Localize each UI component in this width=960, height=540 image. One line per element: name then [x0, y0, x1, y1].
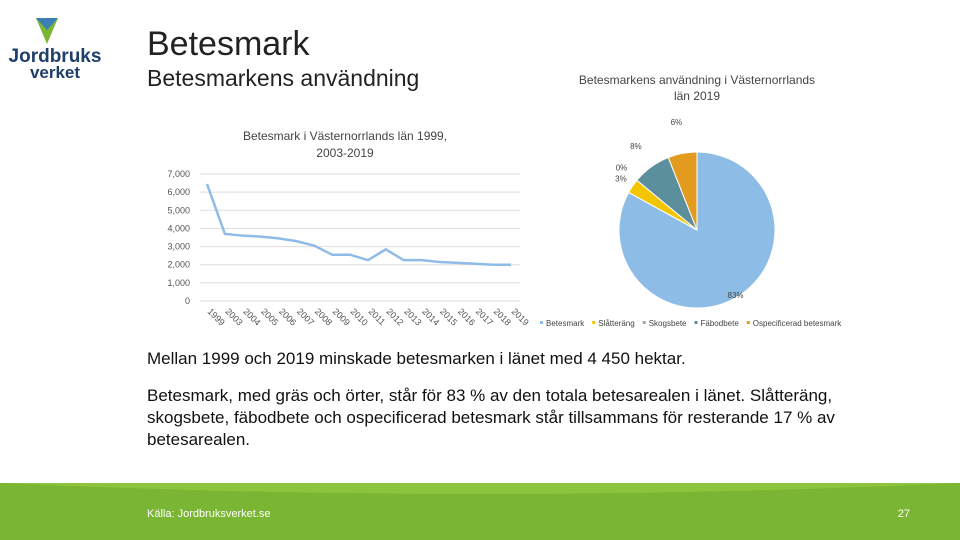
legend-label: Fäbodbete — [701, 319, 740, 328]
charts: Betesmark i Västernorrlands län 1999, 200… — [167, 73, 842, 328]
x-tick-label: 2009 — [331, 306, 352, 327]
y-tick-label: 0 — [185, 296, 190, 306]
legend-label: Slåtteräng — [598, 319, 634, 328]
legend-marker — [694, 321, 698, 324]
logo-icon — [36, 18, 58, 44]
x-tick-label: 2006 — [277, 306, 298, 327]
data-label: 8% — [630, 142, 642, 151]
x-tick-label: 2014 — [420, 306, 441, 327]
x-tick-label: 2013 — [402, 306, 423, 327]
x-tick-label: 2018 — [492, 306, 513, 327]
legend-label: Skogsbete — [649, 319, 687, 328]
body-text: Betesmark, med gräs och örter, står för … — [147, 386, 835, 449]
x-tick-label: 2017 — [474, 306, 495, 327]
x-tick-label: 2019 — [510, 306, 531, 327]
footer-band — [0, 483, 960, 540]
line-series — [205, 183, 511, 266]
legend-marker — [592, 321, 596, 324]
x-tick-label: 1999 — [206, 306, 227, 327]
x-tick-label: 2003 — [223, 306, 244, 327]
x-tick-label: 2008 — [313, 306, 334, 327]
legend-label: Ospecificerad betesmark — [753, 319, 842, 328]
y-tick-label: 1,000 — [167, 278, 190, 288]
page-number: 27 — [897, 508, 910, 520]
slide-subtitle: Betesmarkens användning — [147, 65, 419, 91]
x-tick-label: 2007 — [295, 306, 316, 327]
legend-marker — [540, 321, 543, 324]
x-tick-label: 2016 — [456, 306, 477, 327]
data-label: 83% — [728, 291, 744, 300]
y-tick-label: 7,000 — [167, 169, 190, 179]
y-tick-label: 6,000 — [167, 187, 190, 197]
x-tick-label: 2012 — [384, 306, 405, 327]
legend-marker — [642, 321, 646, 324]
logo-text: verket — [30, 63, 80, 82]
body-text: Mellan 1999 och 2019 minskade betesmarke… — [147, 349, 686, 368]
data-label: 6% — [671, 118, 683, 127]
y-tick-label: 3,000 — [167, 242, 190, 252]
logo-text: Jordbruks — [9, 46, 102, 67]
y-tick-label: 4,000 — [167, 223, 190, 233]
chart-title: Betesmark i Västernorrlands län 1999, 200… — [243, 129, 447, 160]
data-label: 0% — [616, 164, 628, 173]
footer-curve — [0, 483, 960, 494]
y-tick-label: 2,000 — [167, 260, 190, 270]
x-tick-label: 2005 — [259, 306, 280, 327]
legend-marker — [746, 321, 750, 324]
pie-slice — [667, 151, 698, 231]
slide-title: Betesmark — [147, 25, 310, 63]
legend-label: Betesmark — [546, 319, 585, 328]
x-tick-label: 2004 — [241, 306, 262, 327]
x-tick-label: 2011 — [367, 306, 388, 327]
x-tick-label: 2010 — [349, 306, 370, 327]
chart-title: Betesmarkens användning i Västernorrland… — [579, 73, 815, 103]
footer-source: Källa: Jordbruksverket.se — [147, 508, 271, 520]
data-label: 3% — [615, 174, 627, 183]
y-tick-label: 5,000 — [167, 205, 190, 215]
x-tick-label: 2015 — [438, 306, 459, 327]
